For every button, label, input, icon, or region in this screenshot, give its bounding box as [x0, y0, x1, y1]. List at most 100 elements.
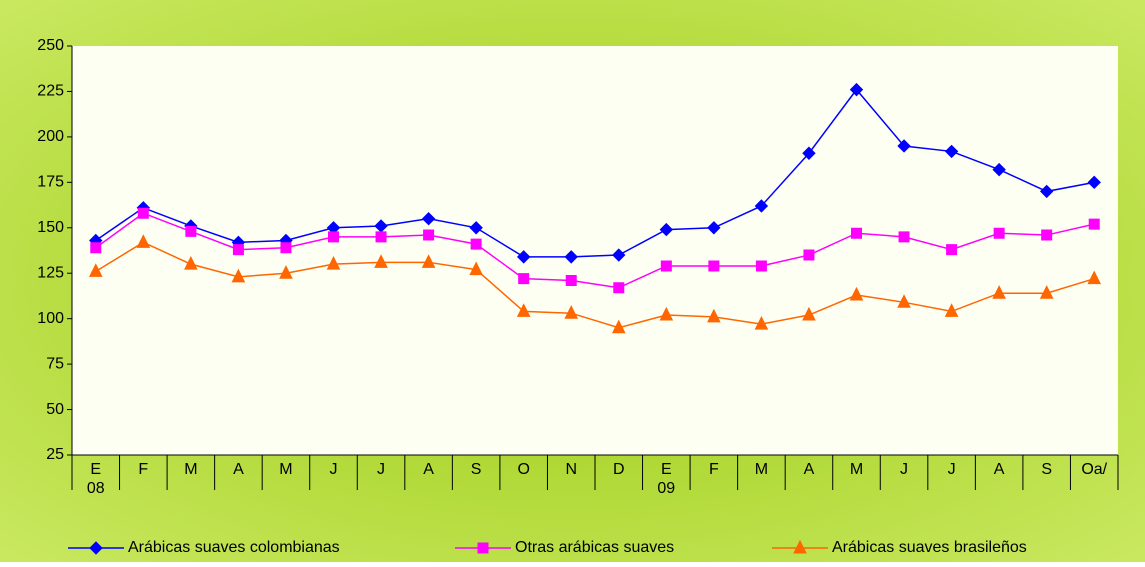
x-tick-label: F	[138, 461, 148, 478]
x-tick-label: F	[709, 461, 719, 478]
x-tick-label: M	[850, 461, 863, 478]
point	[944, 303, 959, 317]
point	[136, 234, 151, 248]
x-tick-label: J	[900, 461, 908, 478]
x-tick-label: E	[90, 461, 101, 478]
x-tick-label: M	[755, 461, 768, 478]
x-tick-label: M	[184, 461, 197, 478]
point	[90, 242, 102, 254]
point	[993, 227, 1005, 239]
point	[992, 285, 1006, 299]
legend-marker	[477, 542, 489, 554]
point	[707, 221, 721, 235]
point	[897, 139, 911, 153]
point	[802, 146, 816, 160]
x-tick-label: J	[377, 461, 385, 478]
point	[851, 227, 862, 239]
point	[518, 273, 530, 285]
point	[754, 199, 769, 213]
point	[611, 319, 626, 334]
point	[946, 244, 958, 256]
series-line	[95, 88, 1095, 258]
point	[849, 286, 864, 301]
point	[232, 244, 244, 256]
point	[803, 249, 815, 261]
legend-label: Arábicas suaves colombianas	[128, 539, 340, 556]
point	[659, 222, 674, 237]
point	[326, 256, 341, 270]
x-tick-label: A	[804, 461, 815, 478]
x-tick-label: S	[471, 461, 482, 478]
y-tick-label: 100	[37, 310, 64, 327]
legend-label: Arábicas suaves brasileños	[832, 539, 1027, 556]
point	[1041, 229, 1053, 241]
y-tick-label: 25	[46, 446, 64, 463]
x-year-label: 08	[87, 480, 105, 497]
y-tick-label: 175	[37, 174, 64, 191]
point	[185, 225, 197, 237]
x-tick-label: S	[1041, 461, 1052, 478]
point	[564, 250, 578, 264]
point	[755, 260, 767, 272]
point	[421, 254, 436, 268]
point	[707, 308, 721, 323]
point	[565, 274, 577, 286]
y-tick-label: 75	[46, 355, 64, 372]
point	[849, 82, 864, 97]
x-tick-label: Oa/	[1081, 461, 1107, 478]
x-tick-label: M	[279, 461, 292, 478]
point	[659, 306, 674, 321]
point	[231, 268, 246, 283]
point	[375, 231, 387, 243]
point	[898, 231, 910, 243]
x-year-label: 09	[657, 480, 675, 497]
point	[469, 221, 483, 235]
point	[564, 305, 579, 319]
x-tick-label: E	[661, 461, 672, 478]
y-tick-label: 225	[37, 83, 64, 100]
point	[1087, 270, 1102, 285]
point	[992, 162, 1006, 177]
y-tick-label: 125	[37, 264, 64, 281]
point	[1087, 175, 1101, 190]
x-tick-label: A	[423, 461, 434, 478]
point	[613, 282, 625, 294]
point	[469, 261, 483, 276]
point	[423, 229, 435, 241]
x-tick-label: J	[330, 461, 338, 478]
point	[279, 265, 293, 279]
point	[1088, 218, 1100, 230]
point	[708, 260, 720, 272]
y-tick-label: 250	[37, 37, 64, 54]
point	[421, 211, 436, 226]
point	[137, 207, 149, 219]
point	[328, 231, 339, 243]
point	[754, 316, 769, 330]
legend-marker	[89, 541, 103, 555]
point	[1039, 184, 1054, 199]
point	[612, 248, 626, 262]
x-tick-label: A	[233, 461, 244, 478]
x-tick-label: O	[517, 461, 529, 478]
y-tick-label: 200	[37, 128, 64, 145]
point	[944, 144, 959, 159]
y-tick-label: 50	[46, 401, 64, 418]
point	[802, 306, 816, 321]
x-tick-label: D	[613, 461, 625, 478]
series-line	[95, 241, 1095, 329]
point	[660, 260, 672, 272]
x-tick-label: A	[994, 461, 1005, 478]
y-tick-label: 150	[37, 219, 64, 236]
point	[184, 256, 198, 270]
plot-area	[72, 46, 1118, 455]
series-line	[95, 212, 1095, 289]
point	[516, 250, 531, 264]
x-tick-label: N	[565, 461, 577, 478]
point	[897, 294, 911, 308]
point	[470, 238, 482, 250]
legend-marker	[793, 539, 807, 554]
legend-label: Otras arábicas suaves	[515, 539, 674, 556]
point	[1039, 285, 1054, 299]
